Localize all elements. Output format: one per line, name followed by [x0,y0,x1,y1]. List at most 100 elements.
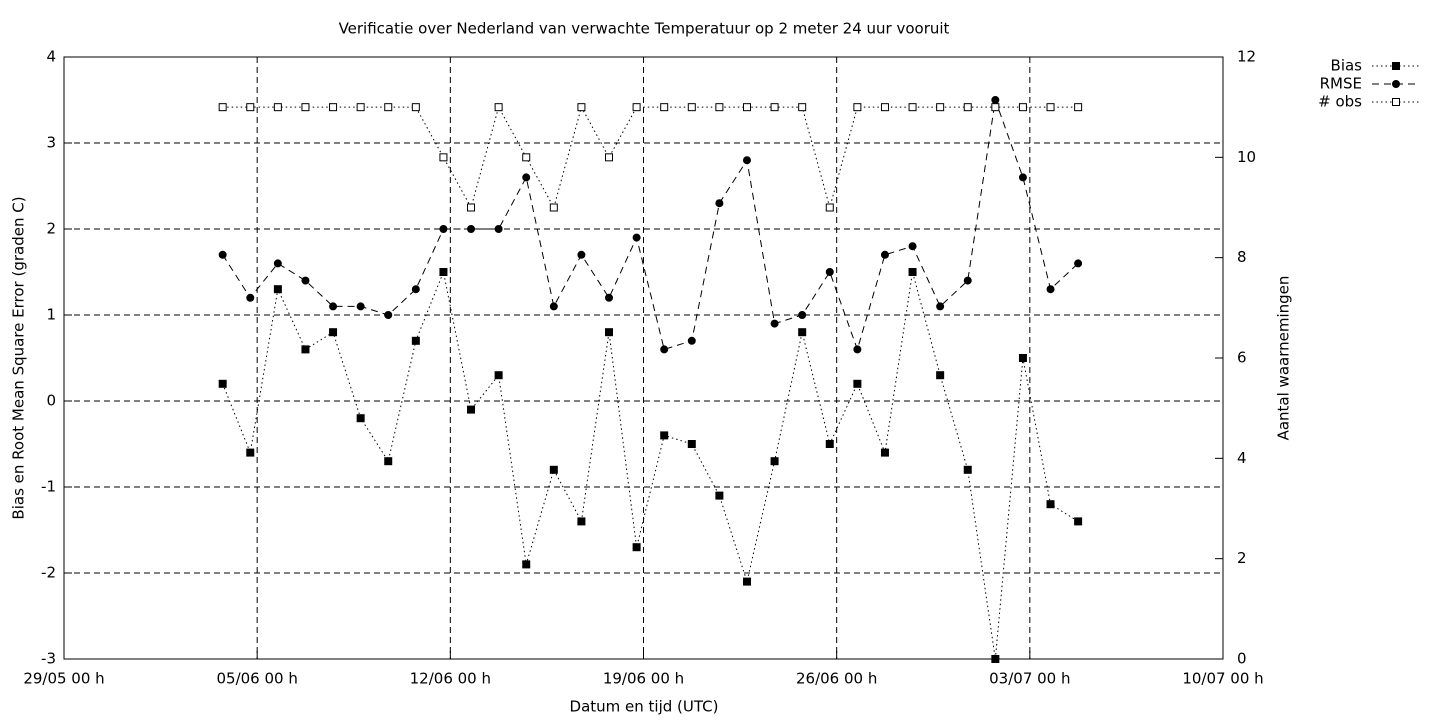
marker [825,203,834,212]
marker [384,103,393,112]
marker [577,517,586,526]
marker [880,103,889,112]
marker [770,103,779,112]
marker [715,103,724,112]
marker [936,371,945,380]
x-tick-label: 10/07 00 h [1182,670,1263,688]
marker [1018,173,1027,182]
x-tick-label: 03/07 00 h [989,670,1070,688]
marker [384,457,393,466]
marker [963,103,972,112]
marker [494,371,503,380]
marker [467,225,476,233]
series-line [222,105,1079,210]
marker [880,448,889,457]
marker [853,103,862,112]
marker [936,103,945,112]
marker [1018,103,1027,112]
y2-tick-label: 10 [1237,148,1256,166]
marker [770,457,779,466]
marker [439,225,448,233]
marker [715,199,724,208]
marker [218,103,227,112]
marker [467,405,476,414]
x-tick-label: 05/06 00 h [216,670,297,688]
y-axis-label: Bias en Root Mean Square Error (graden C… [10,196,28,519]
legend-label: # obs [1318,93,1362,111]
marker [522,173,531,182]
marker [605,293,614,302]
marker [632,233,641,242]
marker [605,328,614,337]
legend-label: Bias [1331,57,1363,75]
marker [218,250,227,259]
y2-tick-label: 0 [1237,650,1247,668]
marker [494,103,503,112]
marker [246,103,255,112]
marker [687,336,696,345]
chart-title: Verificatie over Nederland van verwachte… [339,20,950,38]
x-tick-label: 26/06 00 h [796,670,877,688]
y-tick-label: -2 [41,564,56,582]
marker [356,414,365,423]
y-tick-label: 4 [46,48,56,66]
y2-tick-label: 12 [1237,48,1256,66]
marker [439,153,448,162]
y-tick-label: -3 [41,650,56,668]
marker [991,103,1000,112]
marker [632,543,641,552]
marker [467,203,476,212]
legend-marker [1392,80,1400,88]
marker [742,156,751,165]
marker [908,268,917,276]
marker [1074,103,1083,112]
y-tick-label: 1 [46,306,56,324]
marker [273,259,282,268]
marker [301,276,310,285]
marker [411,336,420,345]
marker [218,379,227,388]
marker [742,103,751,112]
y2-tick-label: 6 [1237,349,1247,367]
y-tick-label: 3 [46,134,56,152]
marker [1018,354,1027,362]
marker [908,242,917,251]
marker [908,103,917,112]
marker [770,319,779,328]
marker [273,285,282,294]
legend-marker [1392,98,1400,106]
legend-label: RMSE [1320,75,1362,93]
y-tick-label: 0 [46,392,56,410]
marker [1046,500,1055,509]
series-line [222,270,1079,660]
marker [687,440,696,448]
marker [991,655,1000,663]
marker [687,103,696,112]
marker [991,96,1000,104]
marker [577,103,586,112]
x-axis-label: Datum en tijd (UTC) [570,698,719,716]
legend-marker [1392,62,1400,70]
marker [798,103,807,112]
x-tick-label: 12/06 00 h [410,670,491,688]
marker [329,302,338,311]
marker [880,250,889,259]
marker [825,440,834,448]
marker [522,560,531,569]
marker [356,302,365,311]
marker [742,577,751,586]
series-line [222,99,1079,352]
marker [549,465,558,474]
marker [301,345,310,354]
marker [660,103,669,112]
marker [549,203,558,212]
marker [1074,517,1083,526]
marker [715,491,724,500]
marker [329,103,338,112]
marker [384,311,393,319]
marker [246,448,255,457]
marker [798,328,807,337]
y2-tick-label: 8 [1237,248,1247,266]
marker [356,103,365,112]
